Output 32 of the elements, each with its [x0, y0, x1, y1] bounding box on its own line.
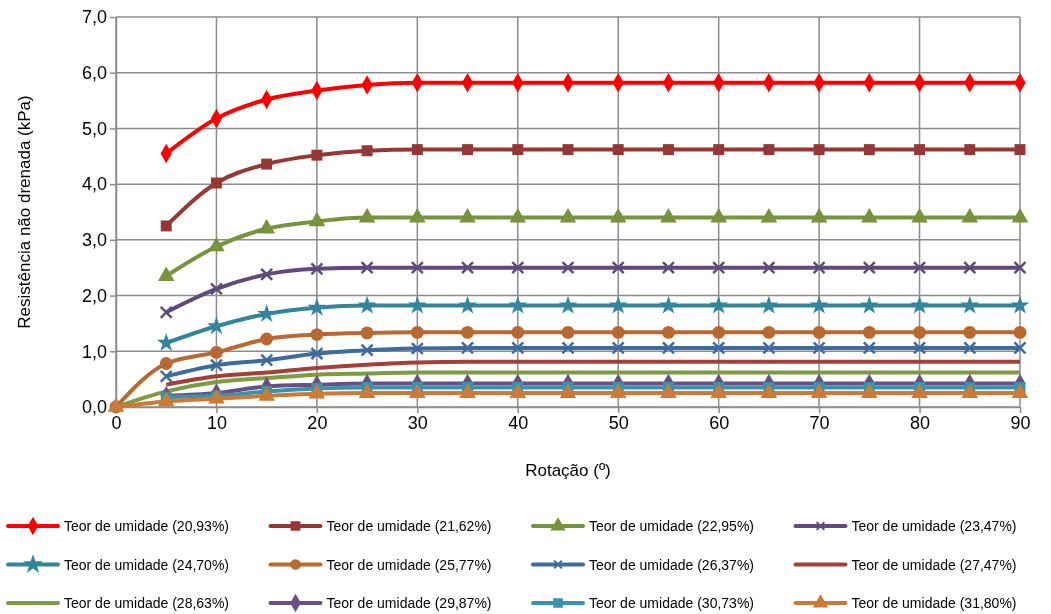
y-tick-label: 7,0	[81, 7, 107, 28]
legend-label: Teor de umidade (28,63%)	[64, 595, 229, 611]
y-tick-label: 1,0	[81, 341, 107, 362]
x-tick-label: 60	[709, 412, 730, 433]
y-tick-label: 0,0	[81, 397, 107, 418]
legend-label: Teor de umidade (31,80%)	[851, 595, 1017, 611]
x-tick-label: 0	[111, 412, 122, 433]
legend-label: Teor de umidade (20,93%)	[64, 518, 229, 534]
y-tick-label: 6,0	[81, 62, 107, 83]
x-tick-label: 30	[407, 412, 428, 433]
y-axis-title: Resistência não drenada (kPa)	[15, 95, 34, 329]
legend-label: Teor de umidade (27,47%)	[851, 556, 1017, 573]
y-tick-label: 2,0	[81, 285, 107, 306]
x-tick-label: 10	[206, 412, 227, 433]
x-axis-title: Rotação (º)	[525, 461, 611, 480]
legend-label: Teor de umidade (30,73%)	[589, 595, 754, 611]
legend-label: Teor de umidade (26,37%)	[589, 556, 754, 573]
legend-label: Teor de umidade (29,87%)	[326, 595, 492, 611]
y-tick-label: 5,0	[81, 118, 107, 139]
x-tick-label: 70	[809, 412, 830, 433]
x-tick-label: 40	[508, 412, 529, 433]
y-tick-label: 3,0	[81, 230, 107, 251]
x-tick-label: 90	[1010, 412, 1031, 433]
y-tick-label: 4,0	[81, 174, 107, 195]
legend-label: Teor de umidade (24,70%)	[64, 556, 229, 573]
legend-label: Teor de umidade (22,95%)	[589, 518, 754, 534]
x-tick-label: 80	[910, 412, 931, 433]
legend-label: Teor de umidade (23,47%)	[851, 518, 1017, 534]
legend-label: Teor de umidade (21,62%)	[326, 518, 492, 534]
legend-label: Teor de umidade (25,77%)	[326, 556, 492, 573]
x-tick-label: 50	[608, 412, 629, 433]
x-tick-label: 20	[307, 412, 328, 433]
